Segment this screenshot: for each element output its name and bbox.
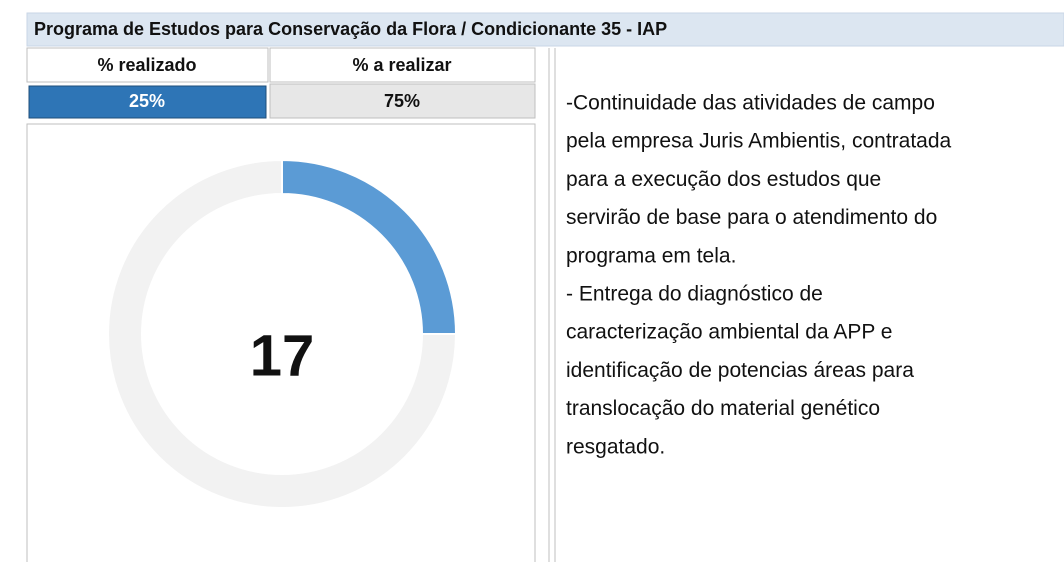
table-header-cell — [269, 47, 536, 83]
note-line: resgatado. — [566, 435, 665, 458]
note-line: translocação do material genético — [566, 397, 880, 420]
note-line: identificação de potencias áreas para — [566, 359, 914, 382]
note-line: - Entrega do diagnóstico de — [566, 283, 823, 306]
table-value-cell — [269, 83, 536, 119]
table-header-label: % a realizar — [352, 55, 451, 75]
donut-segment — [107, 158, 458, 509]
table-value-label: 25% — [129, 91, 165, 111]
header-bar — [26, 12, 1064, 47]
note-line: programa em tela. — [566, 244, 736, 267]
table-header-cell — [26, 47, 269, 83]
table-value-cell — [28, 85, 267, 119]
note-line: pela empresa Juris Ambientis, contratada — [566, 130, 952, 153]
note-line: -Continuidade das atividades de campo — [566, 92, 935, 115]
table-header-label: % realizado — [97, 55, 196, 75]
header-title: Programa de Estudos para Conservação da … — [34, 19, 667, 39]
table-value-label: 75% — [384, 91, 420, 111]
note-line: servirão de base para o atendimento do — [566, 206, 937, 229]
note-line: para a execução dos estudos que — [566, 168, 881, 191]
donut-center-label: 17 — [250, 323, 315, 388]
note-line: caracterização ambiental da APP e — [566, 321, 892, 344]
